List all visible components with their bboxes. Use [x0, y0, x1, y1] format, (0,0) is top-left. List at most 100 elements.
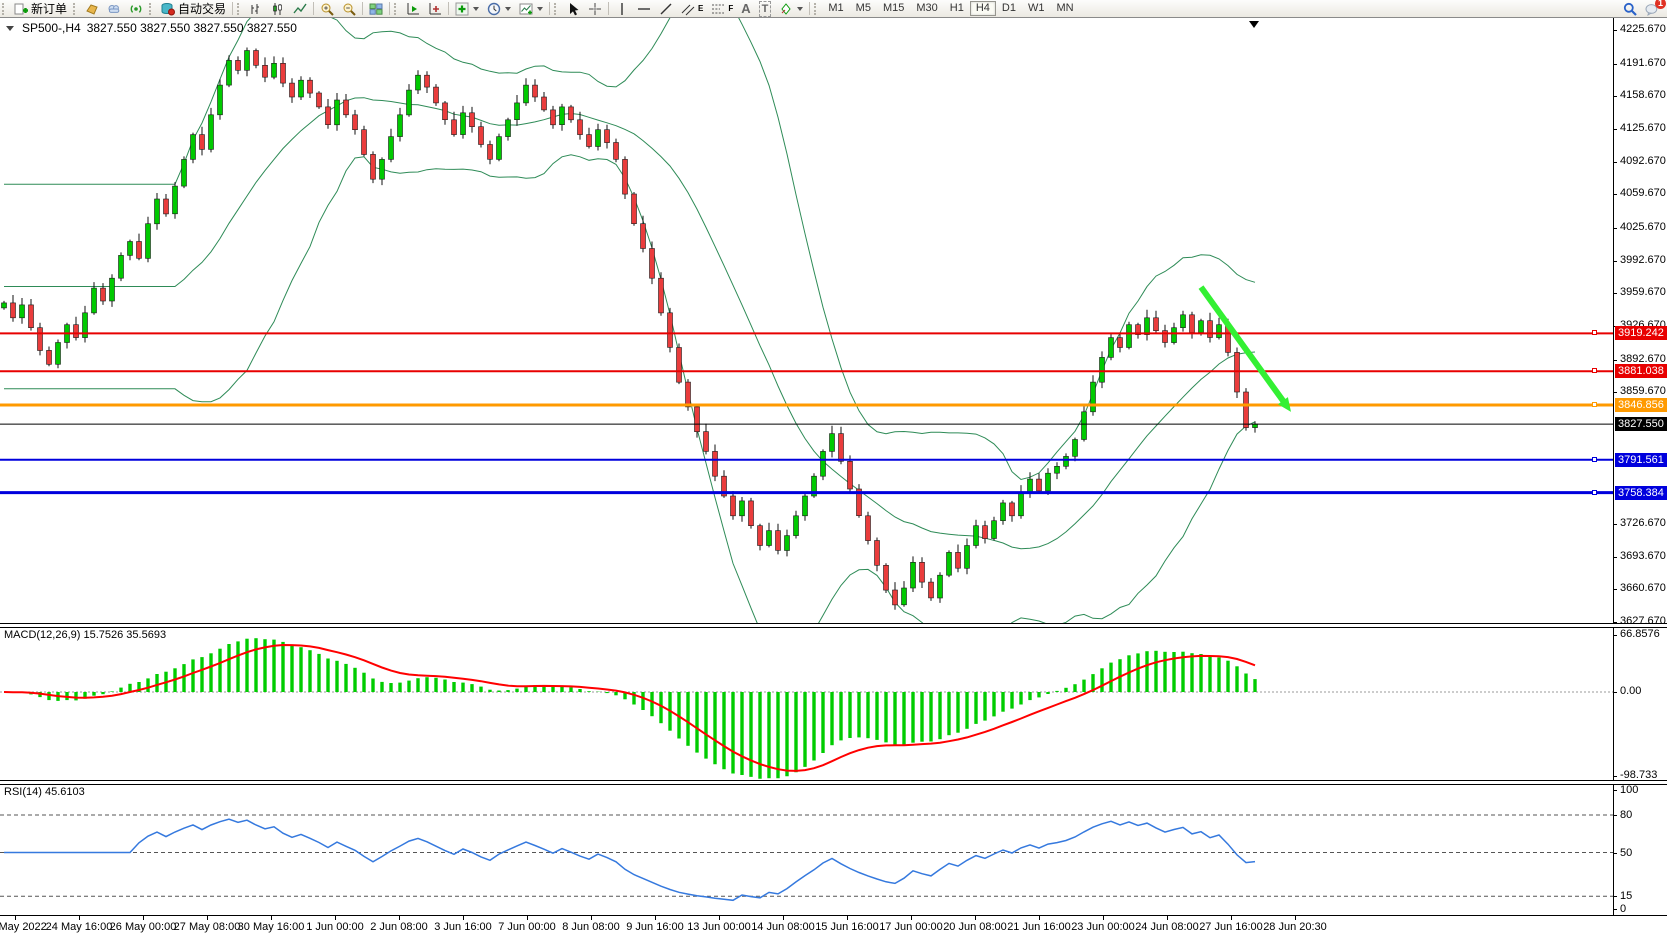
timeframe-m1-button[interactable]: M1 — [822, 1, 849, 16]
equidistant-channel-icon — [681, 4, 695, 15]
cursor-button[interactable] — [562, 1, 584, 17]
fibonacci-tool-button[interactable]: F — [707, 1, 737, 17]
rsi-tick-label: 100 — [1620, 784, 1639, 796]
search-icon — [1623, 2, 1637, 16]
time-label: 15 Jun 16:00 — [815, 921, 879, 933]
timeframe-h1-button[interactable]: H1 — [944, 1, 970, 16]
candlestick-chart-button[interactable] — [267, 1, 289, 17]
pane-separator[interactable] — [0, 623, 1667, 628]
macd-pane[interactable] — [0, 627, 1613, 779]
shapes-tool-button[interactable] — [775, 1, 807, 17]
shapes-icon — [781, 2, 792, 15]
vertical-line-tool-button[interactable] — [611, 1, 633, 17]
crosshair-button[interactable] — [584, 1, 606, 17]
price-tick — [1613, 293, 1617, 294]
notifications-button[interactable]: 1 — [1641, 0, 1666, 17]
time-label: 14 Jun 08:00 — [751, 921, 815, 933]
time-label: 23 Jun 00:00 — [1071, 921, 1135, 933]
pane-separator[interactable] — [0, 780, 1667, 785]
price-tick — [1613, 30, 1617, 31]
label-tool-button[interactable]: T — [755, 0, 776, 17]
ohlc-toggle-icon[interactable] — [6, 25, 14, 31]
line-chart-button[interactable] — [289, 1, 311, 17]
new-order-icon — [14, 3, 28, 14]
price-tick-label: 3660.670 — [1620, 582, 1666, 594]
zoom-in-icon — [321, 3, 334, 16]
macd-tick — [1613, 692, 1617, 693]
time-tick — [335, 916, 336, 920]
time-tick — [1039, 916, 1040, 920]
step-forward-button[interactable] — [402, 1, 424, 17]
timeframe-h4-button[interactable]: H4 — [969, 1, 996, 16]
search-button[interactable] — [1619, 1, 1641, 17]
step-add-button[interactable] — [424, 1, 446, 17]
toolbar-grip — [73, 2, 79, 15]
toolbar-separator — [232, 2, 234, 15]
trendline-tool-button[interactable] — [655, 1, 677, 17]
price-tick-label: 4092.670 — [1620, 155, 1666, 167]
auto-trading-label: 自动交易 — [178, 2, 227, 16]
chart-profile-button[interactable] — [81, 1, 103, 17]
tile-windows-button[interactable] — [365, 1, 387, 17]
macd-tick-label: 66.8576 — [1620, 628, 1660, 640]
price-tick-label: 3859.670 — [1620, 385, 1666, 397]
channel-tool-button[interactable]: E — [677, 1, 707, 17]
time-tick — [527, 916, 528, 920]
label-tool-icon: T — [758, 0, 772, 17]
signal-icon — [130, 4, 142, 13]
step-add-icon — [429, 2, 442, 14]
indicators-button[interactable] — [451, 1, 483, 17]
macd-tick-label: 0.00 — [1620, 685, 1642, 697]
price-tick-label: 3992.670 — [1620, 254, 1666, 266]
time-label: 24 Jun 08:00 — [1135, 921, 1199, 933]
chevron-down-icon — [505, 6, 512, 11]
hline-anchor-marker[interactable] — [1592, 457, 1597, 462]
periods-button[interactable] — [483, 1, 515, 17]
toolbar-grip — [394, 2, 400, 15]
toolbar-grip — [237, 2, 243, 15]
zoom-out-button[interactable] — [338, 1, 360, 17]
auto-trading-button[interactable]: 自动交易 — [157, 1, 230, 17]
toolbar-grip — [149, 2, 155, 15]
toolbar-separator — [549, 2, 551, 15]
price-tick — [1613, 360, 1617, 361]
market-watch-button[interactable] — [103, 1, 125, 17]
new-order-label: 新订单 — [31, 2, 68, 16]
time-label: 21 Jun 16:00 — [1007, 921, 1071, 933]
timeframe-m30-button[interactable]: M30 — [910, 1, 943, 16]
timeframe-m5-button[interactable]: M5 — [850, 1, 877, 16]
toolbar-separator — [608, 2, 610, 15]
timeframe-d1-button[interactable]: D1 — [996, 1, 1022, 16]
toolbar-right-group: 1 — [1619, 0, 1666, 17]
new-order-button[interactable]: 新订单 — [10, 1, 71, 17]
toolbar-separator — [448, 2, 450, 15]
horizontal-line-tool-button[interactable] — [633, 1, 655, 17]
rsi-pane[interactable] — [0, 784, 1613, 914]
hline-anchor-marker[interactable] — [1592, 330, 1597, 335]
time-tick — [719, 916, 720, 920]
timeframe-m15-button[interactable]: M15 — [877, 1, 910, 16]
signals-button[interactable] — [125, 1, 147, 17]
price-chart-pane[interactable] — [0, 18, 1613, 623]
price-tick — [1613, 228, 1617, 229]
templates-button[interactable] — [515, 1, 547, 17]
text-tool-button[interactable]: A — [737, 1, 754, 17]
hline-anchor-marker[interactable] — [1592, 368, 1597, 373]
hline-anchor-marker[interactable] — [1592, 490, 1597, 495]
toolbar-separator — [313, 2, 315, 15]
zoom-in-button[interactable] — [316, 1, 338, 17]
time-tick — [655, 916, 656, 920]
bar-chart-button[interactable] — [245, 1, 267, 17]
time-tick — [143, 916, 144, 920]
timeframe-mn-button[interactable]: MN — [1050, 1, 1079, 16]
timeframe-w1-button[interactable]: W1 — [1022, 1, 1051, 16]
macd-tick — [1613, 776, 1617, 777]
chart-shift-marker[interactable] — [1249, 21, 1259, 28]
notification-badge: 1 — [1655, 0, 1666, 9]
time-label: 27 May 08:00 — [173, 921, 241, 933]
channel-glyph: E — [698, 3, 704, 13]
rsi-value: 45.6103 — [44, 786, 85, 798]
time-tick — [591, 916, 592, 920]
time-label: 27 Jun 16:00 — [1199, 921, 1263, 933]
hline-anchor-marker[interactable] — [1592, 402, 1597, 407]
